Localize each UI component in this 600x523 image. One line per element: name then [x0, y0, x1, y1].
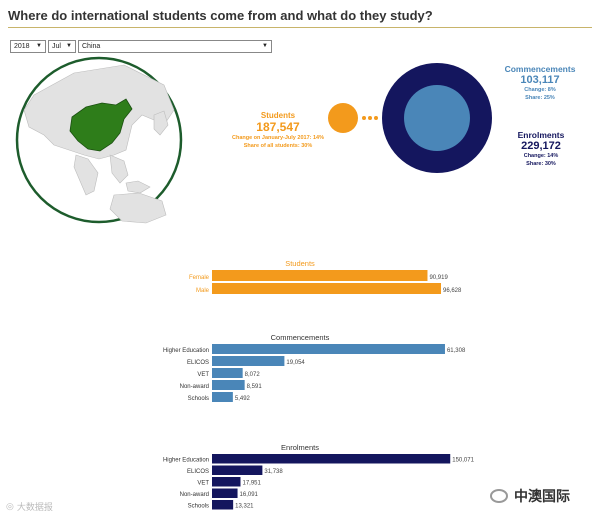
data-label: 90,919 — [429, 275, 448, 281]
commencements-summary-share: Share: 25% — [525, 95, 555, 101]
chevron-down-icon: ▼ — [36, 43, 42, 49]
students-summary-value: 187,547 — [256, 120, 300, 134]
commencements-summary-change: Change: 8% — [524, 87, 556, 93]
category-label: Non-award — [180, 384, 209, 390]
enrolments-summary-value: 229,172 — [521, 140, 561, 152]
chart-title: Students — [285, 259, 315, 268]
students-summary-title: Students — [260, 111, 296, 120]
category-label: VET — [197, 481, 209, 487]
category-label: Male — [196, 288, 210, 294]
country-select-value: China — [82, 43, 101, 50]
commencements-summary: Commencements 103,117 Change: 8% Share: … — [490, 64, 590, 102]
watermark-right: 中澳国际 — [490, 486, 570, 506]
category-label: ELICOS — [187, 469, 209, 475]
watermark-left: ◎ 大数据报 — [6, 500, 53, 513]
watermark-left-text: 大数据报 — [16, 502, 53, 512]
bar — [212, 465, 263, 475]
connector-dot — [368, 116, 372, 120]
category-label: VET — [197, 372, 209, 378]
connector-dot — [362, 116, 366, 120]
china-highlight[interactable] — [69, 98, 133, 152]
bar — [212, 270, 428, 281]
students-dot[interactable] — [328, 103, 358, 133]
enrolments-summary-share: Share: 30% — [526, 161, 556, 167]
category-label: Higher Education — [163, 348, 209, 354]
students-summary-share: Share of all students: 30% — [243, 143, 313, 149]
data-label: 31,738 — [264, 469, 283, 475]
bar — [212, 454, 451, 464]
category-label: Schools — [188, 396, 209, 402]
enrolments-summary-title: Enrolments — [517, 130, 565, 140]
bar — [212, 344, 445, 354]
watermark-left-icon: ◎ — [6, 501, 14, 511]
bar — [212, 356, 285, 366]
bar — [212, 488, 238, 498]
data-label: 150,071 — [452, 458, 474, 464]
bar — [212, 283, 442, 294]
enrolments-summary: Enrolments 229,172 Change: 14% Share: 30… — [496, 130, 586, 168]
month-select[interactable]: Jul ▼ — [48, 40, 76, 53]
connector-dot — [374, 116, 378, 120]
data-label: 19,054 — [286, 360, 305, 366]
year-select[interactable]: 2018 ▼ — [10, 40, 46, 53]
commencements-circle[interactable] — [404, 85, 470, 151]
data-label: 16,091 — [240, 492, 259, 498]
country-select[interactable]: China ▼ — [78, 40, 272, 53]
data-label: 8,591 — [247, 384, 263, 390]
bar — [212, 368, 243, 378]
data-label: 5,492 — [235, 396, 251, 402]
category-label: Higher Education — [163, 458, 209, 464]
students-summary: Students 187,547 Change on January-July … — [206, 111, 350, 150]
data-label: 13,321 — [235, 504, 254, 510]
bar — [212, 392, 233, 402]
category-label: Schools — [188, 504, 209, 510]
page-title: Where do international students come fro… — [8, 8, 433, 23]
bar — [212, 380, 245, 390]
data-label: 96,628 — [443, 288, 462, 294]
year-select-value: 2018 — [14, 43, 30, 50]
chevron-down-icon: ▼ — [262, 43, 268, 49]
chart-title: Enrolments — [281, 443, 319, 452]
bar — [212, 500, 234, 510]
bar — [212, 477, 241, 487]
wechat-icon — [490, 489, 508, 503]
data-label: 17,951 — [242, 481, 261, 487]
month-select-value: Jul — [52, 43, 61, 50]
watermark-right-text: 中澳国际 — [514, 488, 570, 504]
chevron-down-icon: ▼ — [66, 43, 72, 49]
commencements-summary-value: 103,117 — [520, 74, 560, 86]
commencements-summary-title: Commencements — [504, 64, 576, 74]
globe-map[interactable] — [14, 55, 184, 225]
category-label: ELICOS — [187, 360, 209, 366]
title-divider — [8, 27, 592, 28]
category-label: Non-award — [180, 492, 209, 498]
summary-diagram — [328, 63, 492, 173]
students-summary-change: Change on January-July 2017: 14% — [231, 135, 324, 141]
filter-bar: 2018 ▼ Jul ▼ China ▼ — [10, 40, 272, 53]
enrolments-summary-change: Change: 14% — [523, 153, 559, 159]
chart-title: Commencements — [271, 333, 330, 342]
data-label: 8,072 — [245, 372, 261, 378]
data-label: 61,308 — [447, 348, 466, 354]
category-label: Female — [189, 275, 210, 281]
